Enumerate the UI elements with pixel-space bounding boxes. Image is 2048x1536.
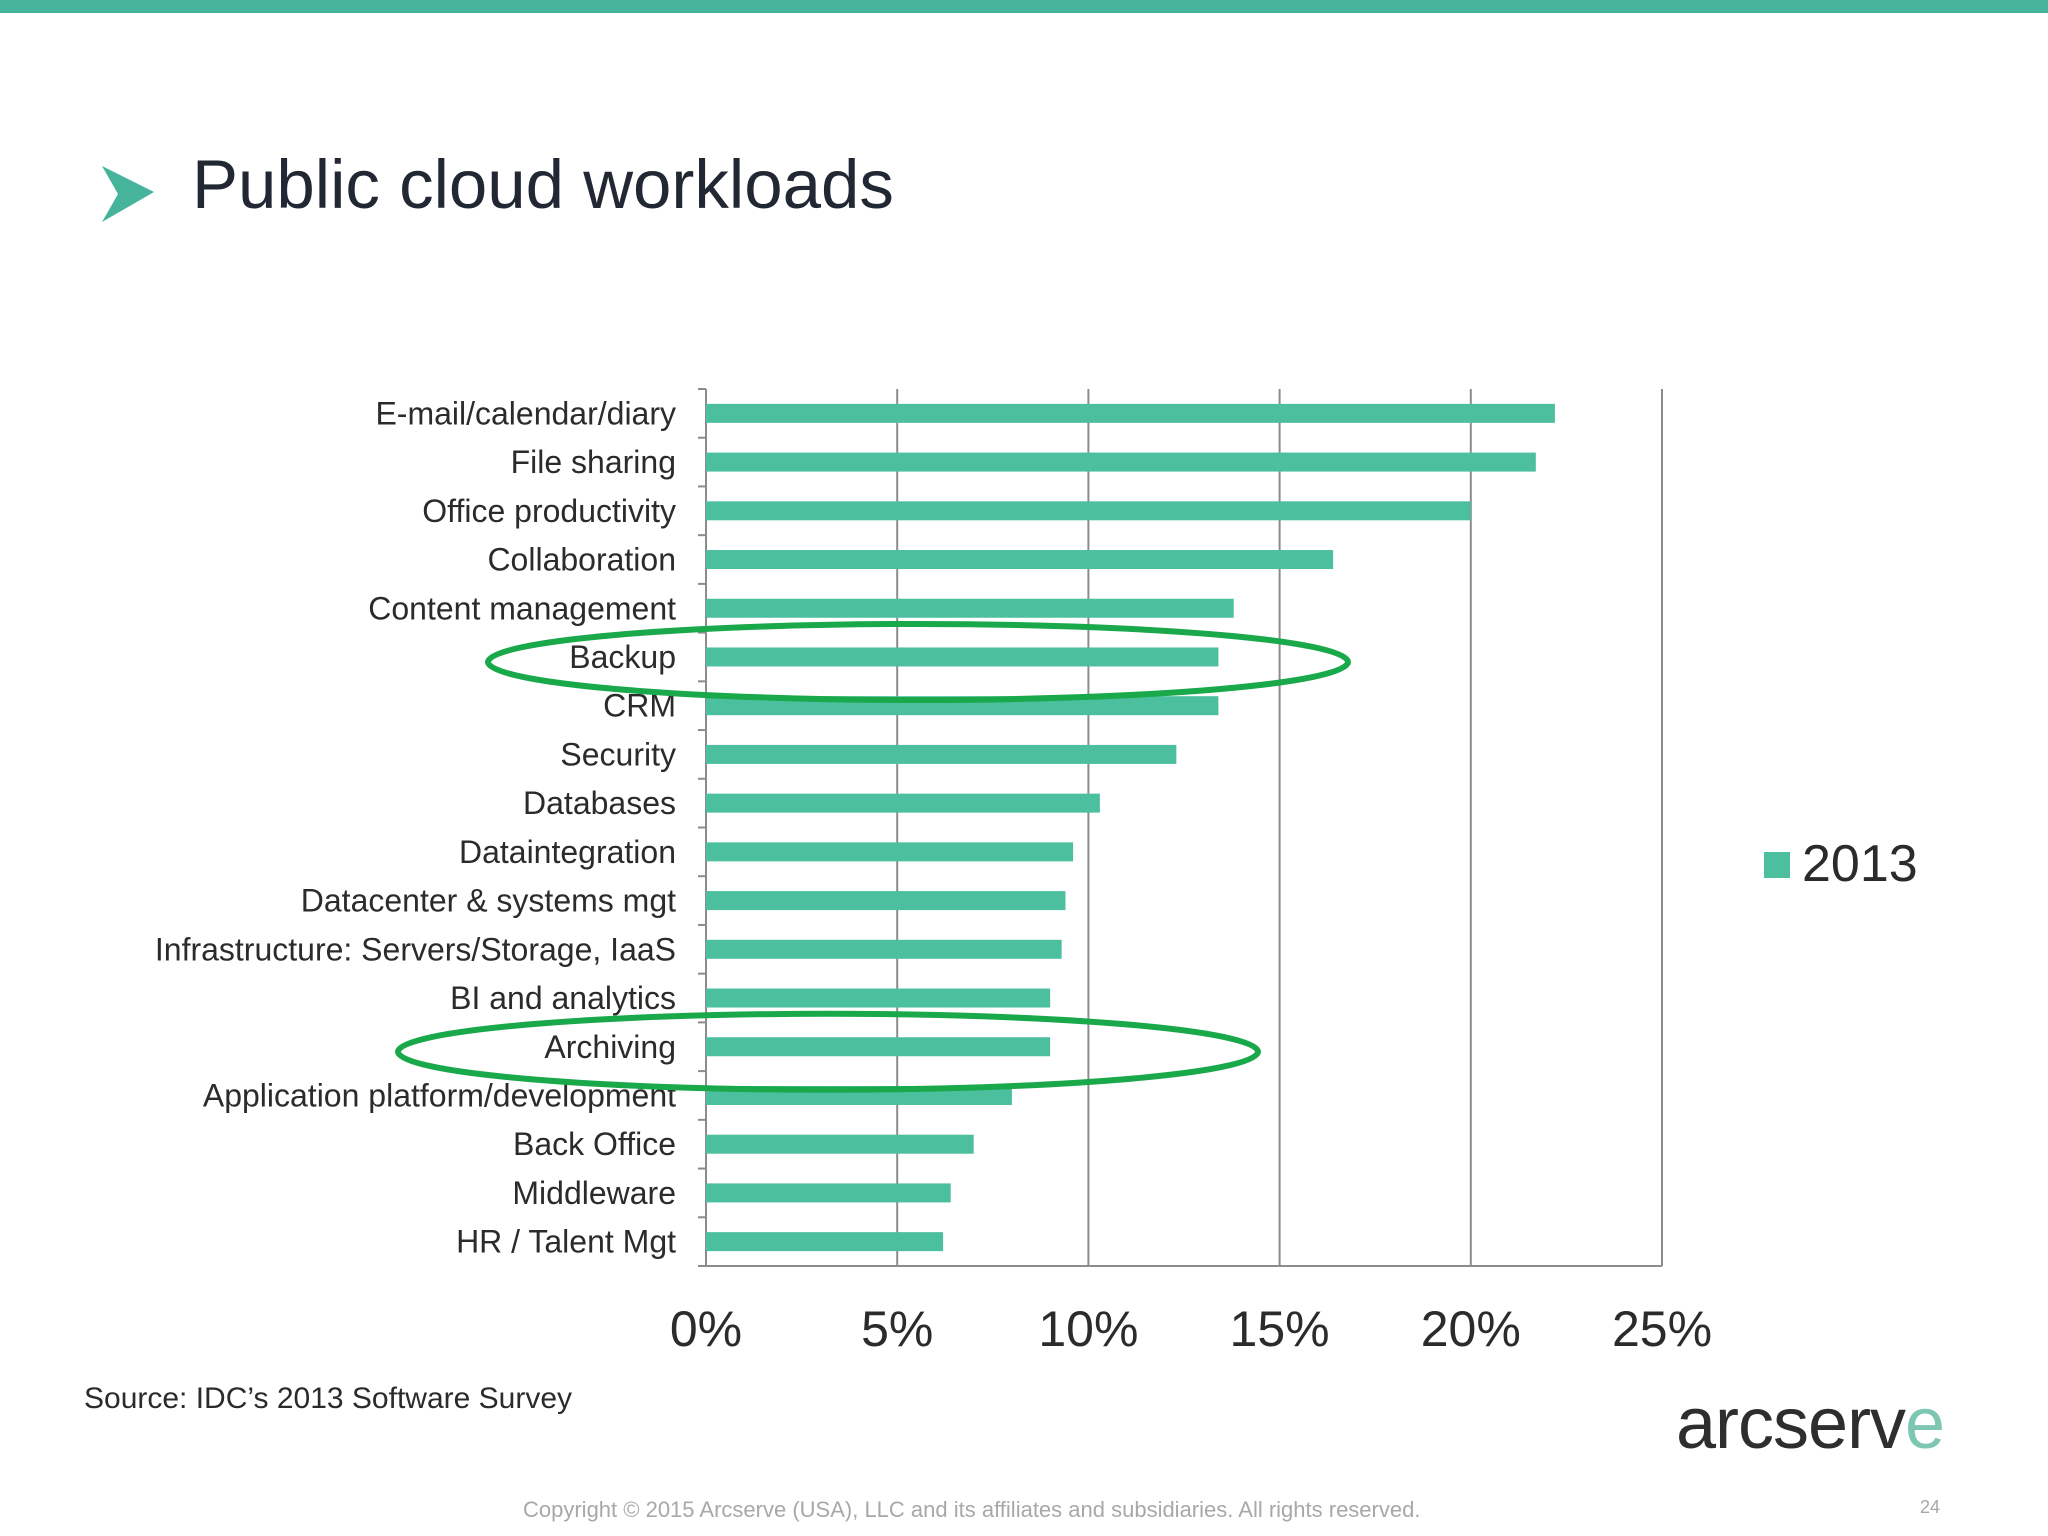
category-label: Databases — [523, 785, 676, 821]
logo-text-main: arcserv — [1676, 1384, 1906, 1464]
copyright-text: Copyright © 2015 Arcserve (USA), LLC and… — [523, 1497, 1421, 1522]
category-label: Security — [560, 736, 676, 772]
bar — [706, 988, 1051, 1008]
bar — [706, 744, 1177, 764]
bar — [706, 501, 1471, 521]
category-label: BI and analytics — [450, 980, 676, 1016]
bar — [706, 793, 1100, 813]
category-label: Back Office — [513, 1126, 676, 1162]
category-label: E-mail/calendar/diary — [375, 395, 676, 431]
category-label: Datacenter & systems mgt — [301, 883, 676, 919]
logo-text-accent: e — [1905, 1384, 1945, 1464]
x-tick-label: 15% — [1230, 1301, 1330, 1357]
chart-x-tick-labels: 0% 5% 10% 15% 20% 25% — [670, 1301, 1712, 1357]
chart-bars — [706, 403, 1555, 1252]
x-tick-label: 10% — [1038, 1301, 1138, 1357]
bar — [706, 1037, 1051, 1057]
category-label: Archiving — [544, 1029, 676, 1065]
chart-gridlines — [698, 388, 1663, 1267]
legend-label: 2013 — [1802, 835, 1918, 893]
bar — [706, 1183, 951, 1203]
page-number: 24 — [1920, 1497, 1941, 1517]
bar — [706, 842, 1074, 862]
bar — [706, 598, 1234, 618]
category-label: Collaboration — [487, 542, 676, 578]
category-label: File sharing — [511, 444, 676, 480]
chart-highlight-ellipses — [395, 620, 1351, 1093]
bar — [706, 550, 1334, 570]
chart-category-labels: E-mail/calendar/diary File sharing Office … — [155, 395, 676, 1259]
category-label: Office productivity — [422, 493, 676, 529]
top-accent-bar — [0, 0, 2048, 13]
bar — [706, 939, 1062, 959]
bar-chart: E-mail/calendar/diary File sharing Office … — [155, 388, 1918, 1357]
x-tick-label: 20% — [1421, 1301, 1521, 1357]
chart-legend: 2013 — [1764, 835, 1918, 893]
category-label: Middleware — [512, 1175, 676, 1211]
bar — [706, 1134, 974, 1154]
bar — [706, 452, 1536, 472]
category-label: Dataintegration — [459, 834, 676, 870]
x-tick-label: 0% — [670, 1301, 742, 1357]
legend-swatch — [1764, 852, 1790, 878]
page-title: Public cloud workloads — [192, 146, 894, 223]
bar — [706, 403, 1555, 423]
x-tick-label: 25% — [1612, 1301, 1712, 1357]
x-tick-label: 5% — [861, 1301, 933, 1357]
category-label: Content management — [368, 590, 676, 626]
bar — [706, 647, 1219, 667]
highlight-ellipse — [395, 1010, 1261, 1093]
category-label: Backup — [569, 639, 676, 675]
category-label: HR / Talent Mgt — [456, 1224, 676, 1260]
chevron-right-icon — [102, 166, 154, 222]
arcserve-logo: arcserve — [1676, 1388, 1945, 1460]
source-note: Source: IDC’s 2013 Software Survey — [84, 1382, 573, 1415]
bar — [706, 1232, 944, 1252]
highlight-ellipse — [485, 620, 1351, 703]
category-label: Infrastructure: Servers/Storage, IaaS — [155, 931, 676, 967]
bar — [706, 891, 1066, 911]
